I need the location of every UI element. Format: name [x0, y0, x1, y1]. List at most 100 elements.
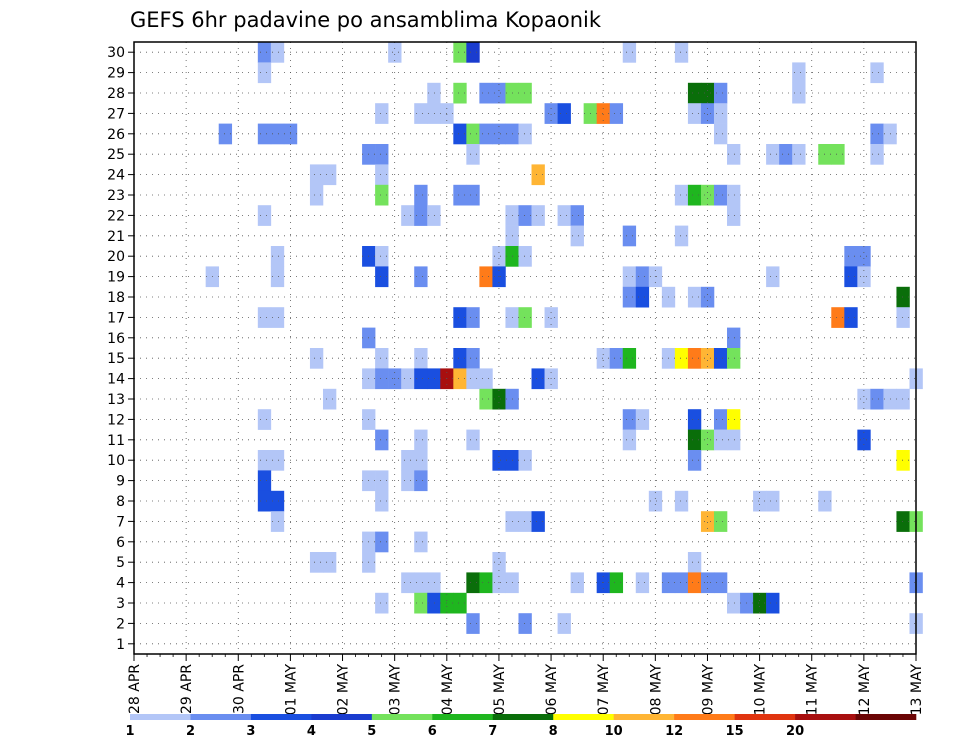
- precip-cell: [896, 388, 910, 410]
- precip-cell: [687, 286, 702, 308]
- precip-cell: [414, 266, 428, 288]
- precip-cell: [531, 511, 545, 532]
- y-tick-label: 13: [107, 392, 125, 408]
- precip-cell: [622, 42, 637, 63]
- precip-cell: [414, 450, 428, 471]
- precip-cell: [270, 490, 285, 512]
- colorbar-label: 6: [428, 724, 437, 739]
- precip-cell: [622, 286, 637, 308]
- precip-cell: [388, 42, 402, 63]
- precip-cell: [518, 246, 532, 267]
- precip-cell: [375, 103, 389, 124]
- y-tick-label: 10: [107, 453, 125, 469]
- precip-cell: [479, 388, 493, 410]
- precip-cell: [518, 307, 532, 328]
- precip-cell: [414, 572, 428, 594]
- precip-cell: [896, 511, 910, 532]
- precip-cell: [375, 266, 389, 288]
- precip-cell: [870, 62, 884, 84]
- colorbar-label: 15: [726, 724, 744, 739]
- precip-cell: [466, 123, 480, 145]
- precip-cell: [753, 592, 767, 614]
- precip-cell: [674, 572, 689, 594]
- precip-cell: [753, 490, 767, 512]
- precip-cell: [492, 246, 506, 267]
- precip-cell: [375, 592, 389, 614]
- colorbar-segment: [674, 714, 735, 720]
- precip-cell: [427, 205, 441, 226]
- precip-cell: [375, 164, 389, 186]
- precip-cell: [492, 552, 506, 573]
- precip-cell: [479, 572, 493, 594]
- precip-cell: [453, 123, 467, 145]
- colorbar-label: 4: [307, 724, 316, 739]
- colorbar-label: 2: [186, 724, 195, 739]
- y-tick-label: 8: [116, 494, 125, 510]
- precip-cell: [257, 307, 272, 328]
- precip-cell: [779, 144, 793, 165]
- precip-cell: [270, 42, 285, 63]
- precip-cell: [401, 368, 415, 390]
- y-tick-label: 1: [116, 637, 125, 653]
- precip-cell: [622, 409, 637, 430]
- precip-cell: [570, 205, 584, 226]
- precip-cell: [414, 592, 428, 614]
- precip-cell: [727, 348, 741, 369]
- precip-cell: [414, 531, 428, 553]
- precip-cell: [831, 144, 845, 165]
- precip-cell: [270, 266, 285, 288]
- precip-cell: [375, 490, 389, 512]
- precip-cell: [309, 184, 324, 206]
- y-tick-label: 26: [107, 127, 125, 143]
- precip-cell: [570, 572, 584, 594]
- precip-cell: [257, 205, 272, 226]
- precip-cell: [518, 613, 532, 634]
- precip-cell: [857, 388, 871, 410]
- precip-cell: [270, 450, 285, 471]
- precip-cell: [635, 572, 650, 594]
- precip-cell: [609, 103, 624, 124]
- colorbar-segment: [432, 714, 494, 720]
- y-tick-label: 30: [107, 45, 125, 61]
- colorbar-label: 20: [786, 724, 804, 739]
- precip-cell: [492, 123, 506, 145]
- x-tick-label: 04 MAY: [440, 664, 456, 716]
- precip-cell: [857, 429, 871, 451]
- precip-cell: [453, 42, 467, 63]
- precip-cell: [518, 511, 532, 532]
- y-tick-label: 9: [116, 474, 125, 490]
- precip-cell: [453, 348, 467, 369]
- precip-cell: [466, 613, 480, 634]
- precip-cell: [270, 246, 285, 267]
- precip-cell: [713, 429, 728, 451]
- y-tick-label: 12: [107, 412, 125, 428]
- x-axis: 28 APR 29 APR 30 APR 01 MAY 02 MAY 03 MAY 04 M…: [127, 654, 925, 715]
- precip-cell: [766, 144, 780, 165]
- precip-cell: [687, 82, 702, 104]
- precip-cell: [622, 225, 637, 247]
- y-tick-label: 18: [107, 290, 125, 306]
- precip-cell: [466, 572, 480, 594]
- precip-cell: [414, 103, 428, 124]
- precip-cell: [518, 82, 532, 104]
- precip-cell: [687, 348, 702, 369]
- precip-cell: [375, 470, 389, 492]
- precip-cell: [414, 205, 428, 226]
- x-tick-label: 06 MAY: [544, 664, 560, 716]
- precip-cell: [727, 429, 741, 451]
- precip-cell: [687, 103, 702, 124]
- precip-cell: [414, 429, 428, 451]
- y-tick-label: 6: [116, 535, 125, 551]
- precip-cell: [792, 144, 806, 165]
- precip-cell: [531, 368, 545, 390]
- colorbar-label: 10: [605, 724, 623, 739]
- precip-cell: [700, 103, 715, 124]
- precip-cell: [270, 511, 285, 532]
- precip-cell: [466, 184, 480, 206]
- precip-cell: [309, 164, 324, 186]
- precip-cell: [414, 184, 428, 206]
- precip-cell: [453, 592, 467, 614]
- precip-cell: [453, 368, 467, 390]
- x-tick-label: 02 MAY: [336, 664, 352, 716]
- precip-cell: [375, 348, 389, 369]
